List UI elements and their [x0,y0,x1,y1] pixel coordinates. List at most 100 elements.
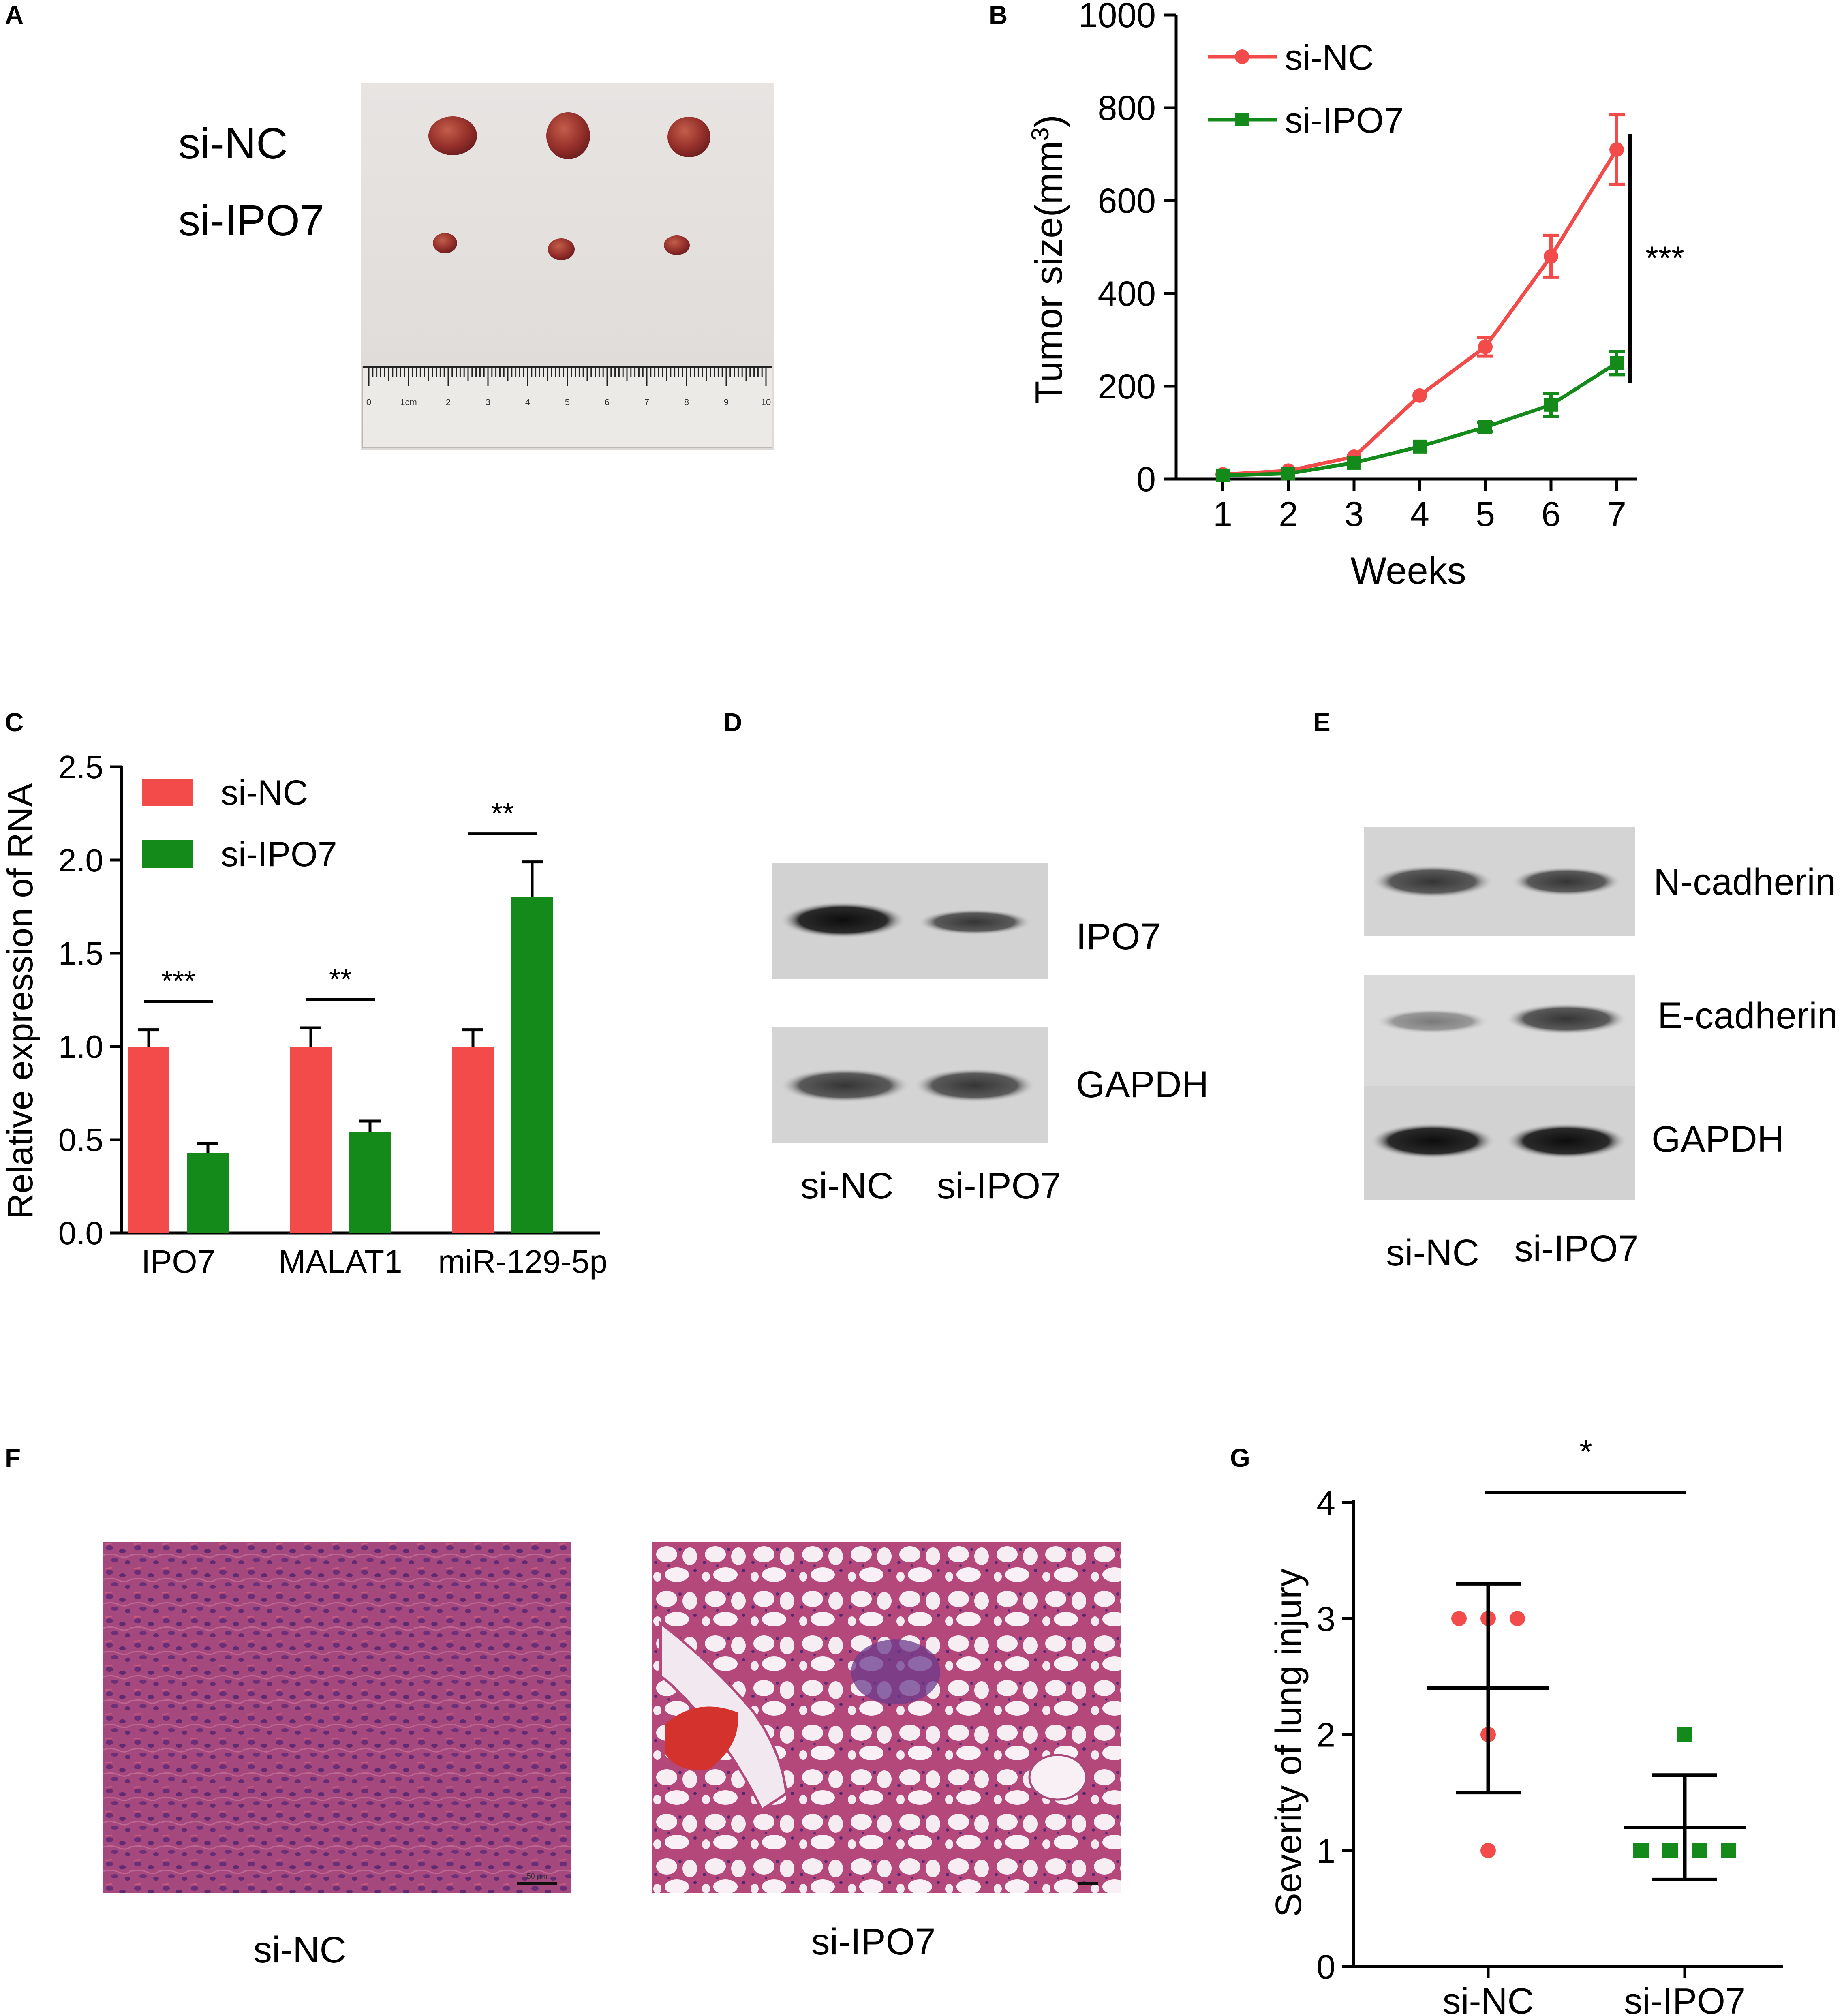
b-y-tick-label: 800 [1098,89,1156,128]
panel-letter-e: E [1313,708,1331,737]
b-point-nc [1478,339,1493,354]
panel-letter-g: G [1230,1443,1250,1472]
g-significance: * [1579,1434,1592,1470]
ruler-label: 0 [366,397,371,407]
g-point-nc [1480,1843,1496,1858]
ruler-label: 2 [446,397,451,407]
b-point-ipo7 [1610,356,1624,370]
c-y-tick-label: 0.5 [58,1122,103,1158]
b-series-line-nc [1222,148,1618,477]
c-bar-nc [128,1047,169,1233]
blot-d-label-ipo7: IPO7 [1076,916,1161,957]
g-y-tick-label: 1 [1316,1832,1335,1870]
c-legend-swatch [142,779,193,806]
blot-e-label-e-cadherin: E-cadherin [1658,995,1838,1036]
c-y-axis-label: Relative expression of RNA [0,783,40,1219]
panel-letter-d: D [723,708,742,737]
c-bar-ipo7 [349,1132,391,1233]
b-point-nc [1412,388,1427,403]
c-bar-ipo7 [187,1153,229,1233]
c-significance: ** [491,798,514,830]
histology-si-ipo7 [652,1542,1121,1893]
b-point-ipo7 [1544,398,1558,412]
b-point-ipo7 [1281,467,1295,481]
c-y-tick-label: 2.5 [58,749,103,785]
scale-bar-nc [517,1882,557,1885]
b-legend-label: si-NC [1285,37,1374,77]
c-legend-label: si-NC [221,773,308,812]
ruler: 0 1cm 2 3 4 5 6 7 8 9 10 [362,366,772,448]
b-significance: *** [1645,240,1684,277]
b-legend-marker [1235,113,1249,126]
blot-e-label-gapdh: GAPDH [1651,1119,1784,1160]
panel-letter-f: F [5,1443,21,1472]
g-point-ipo7 [1677,1727,1692,1742]
g-point-nc [1510,1611,1525,1626]
b-point-ipo7 [1478,420,1492,434]
c-y-tick-label: 2.0 [58,842,103,878]
ruler-label: 8 [684,397,689,407]
g-point-ipo7 [1662,1843,1678,1858]
c-y-tick-label: 1.5 [58,935,103,972]
b-y-tick-label: 600 [1098,182,1156,220]
blot-e-cadherin [1364,975,1635,1096]
g-y-tick-label: 0 [1316,1948,1335,1986]
scale-bar-label-nc: 50 μm [527,1872,547,1880]
panel-a-row-label-ipo7: si-IPO7 [178,196,325,245]
b-x-tick-label: 6 [1541,495,1561,534]
b-x-tick-label: 2 [1279,495,1298,534]
b-y-tick-label: 200 [1098,367,1156,406]
g-y-tick-label: 3 [1316,1600,1335,1638]
g-y-axis-label: Severity of lung injury [1269,1569,1309,1917]
b-x-tick-label: 3 [1344,495,1364,534]
c-x-tick-label: miR-129-5p [438,1243,608,1280]
panel-letter-a: A [5,0,24,30]
b-legend-marker [1235,49,1249,64]
histology-caption-ipo7: si-IPO7 [811,1921,936,1962]
scale-bar-ipo7 [1078,1882,1098,1885]
c-bar-nc [452,1047,494,1233]
c-significance: ** [329,963,352,996]
blot-d-label-gapdh: GAPDH [1076,1064,1209,1105]
b-x-tick-label: 1 [1213,495,1232,534]
b-point-nc [1609,142,1624,157]
b-y-tick-label: 0 [1136,460,1156,499]
g-y-tick-label: 2 [1316,1716,1335,1754]
g-x-tick-label: si-IPO7 [1624,1981,1746,2016]
b-y-tick-label: 400 [1098,274,1156,313]
c-bar-nc [290,1047,332,1233]
b-x-tick-label: 7 [1607,495,1626,534]
b-series-line-ipo7 [1222,361,1618,477]
ruler-label: 5 [565,397,570,407]
ruler-label: 7 [644,397,649,407]
g-y-tick-label: 4 [1316,1484,1335,1522]
c-legend-label: si-IPO7 [221,835,337,874]
panel-letter-b: B [989,0,1008,30]
blot-d-lane-ipo7: si-IPO7 [937,1165,1061,1207]
g-point-nc [1451,1611,1467,1626]
ruler-label: 6 [605,397,610,407]
ruler-label: 10 [761,397,771,407]
western-blot-e [1364,827,1635,1200]
g-point-ipo7 [1721,1843,1736,1858]
blot-e-lane-ipo7: si-IPO7 [1514,1228,1639,1269]
b-y-axis-label: Tumor size(mm3) [1027,115,1070,404]
rna-expression-chart: Relative expression of RNA 0.0 0.5 1.0 1.5 2… [0,749,608,1280]
b-point-nc [1544,249,1558,264]
tumor-growth-chart: 0 200 400 600 800 1000 1 2 3 4 5 6 7 Weeks Tumor si… [1027,0,1684,592]
c-legend-swatch [142,840,193,868]
lung-injury-chart: Severity of lung injury 0 1 2 3 4 si-NC si-IP… [1269,1434,1783,2016]
tumor-ipo7-2 [548,238,575,260]
c-x-tick-label: MALAT1 [278,1243,402,1280]
ruler-label: 9 [724,397,729,407]
g-x-tick-label: si-NC [1443,1981,1534,2016]
c-y-tick-label: 1.0 [58,1029,103,1065]
blot-d-lane-nc: si-NC [800,1165,894,1207]
tumor-nc-2 [546,112,590,159]
b-x-tick-label: 5 [1476,495,1495,534]
b-x-tick-label: 4 [1410,495,1429,534]
g-point-ipo7 [1692,1843,1707,1858]
c-x-tick-label: IPO7 [141,1243,215,1280]
b-point-ipo7 [1413,439,1427,454]
tumor-ipo7-1 [433,233,457,253]
